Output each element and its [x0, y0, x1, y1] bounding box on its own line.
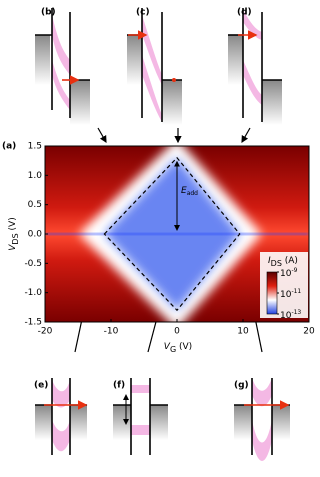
- colorbar-label-sub: DS: [271, 259, 282, 268]
- panel-label: (d): [237, 8, 252, 18]
- colorbar-base: 10: [280, 290, 292, 300]
- e-add-main: E: [181, 186, 187, 196]
- schematics: [35, 8, 290, 461]
- panel-label: (f): [113, 381, 125, 391]
- x-tick-label: 0: [174, 327, 180, 337]
- zero-bias-line: [45, 233, 309, 235]
- colorbar-base: 10: [280, 269, 292, 279]
- y-tick-label: -1.5: [24, 318, 42, 328]
- colorbar-exponent: -13: [291, 309, 301, 316]
- y-tick-label: -1.0: [24, 288, 42, 298]
- colorbar-tick-label: 10-13: [280, 309, 301, 321]
- panel-label: (g): [234, 381, 249, 391]
- panel-label: (a): [2, 142, 16, 152]
- colorbar-exponent: -9: [291, 267, 297, 274]
- heatmap-plot: Eadd -20 -10 0 10 20 -1.5 -1.0 -0.5 0.0 0.5 1.0 1.5 V…: [8, 142, 315, 354]
- y-tick-label: 1.5: [28, 142, 42, 152]
- panel-label: (b): [41, 8, 56, 18]
- x-axis-label: VG (V): [164, 342, 192, 354]
- colorbar-label: IDS (A): [268, 256, 298, 268]
- x-tick-label: 20: [303, 327, 315, 337]
- x-axis-label-unit: (V): [176, 342, 192, 352]
- y-axis-label-main: V: [8, 244, 18, 251]
- colorbar-base: 10: [280, 311, 292, 321]
- y-tick-label: -0.5: [24, 259, 42, 269]
- colorbar-tick-label: 10-11: [280, 288, 301, 300]
- y-axis-label: VDS (V): [8, 217, 20, 250]
- x-tick-label: -10: [104, 327, 119, 337]
- y-tick-label: 0.0: [28, 230, 43, 240]
- panel-label: (c): [136, 8, 150, 18]
- colorbar-label-main: I: [268, 256, 271, 266]
- y-tick-label: 0.5: [28, 200, 42, 210]
- y-tick-label: 1.0: [28, 171, 43, 181]
- panel-label: (e): [34, 381, 48, 391]
- y-axis-label-sub: DS: [11, 233, 20, 244]
- e-add-sub: add: [187, 190, 198, 197]
- y-axis-label-unit: (V): [8, 217, 18, 233]
- e-add-label: Eadd: [181, 186, 198, 197]
- colorbar-tick-label: 10-9: [280, 267, 298, 279]
- colorbar: [266, 271, 278, 315]
- colorbar-exponent: -11: [291, 288, 301, 295]
- colorbar-label-unit: (A): [282, 256, 298, 266]
- x-tick-label: -20: [38, 327, 53, 337]
- x-tick-label: 10: [237, 327, 249, 337]
- diamond: [103, 156, 241, 312]
- x-axis-label-main: V: [164, 342, 171, 352]
- x-axis-label-sub: G: [170, 345, 176, 354]
